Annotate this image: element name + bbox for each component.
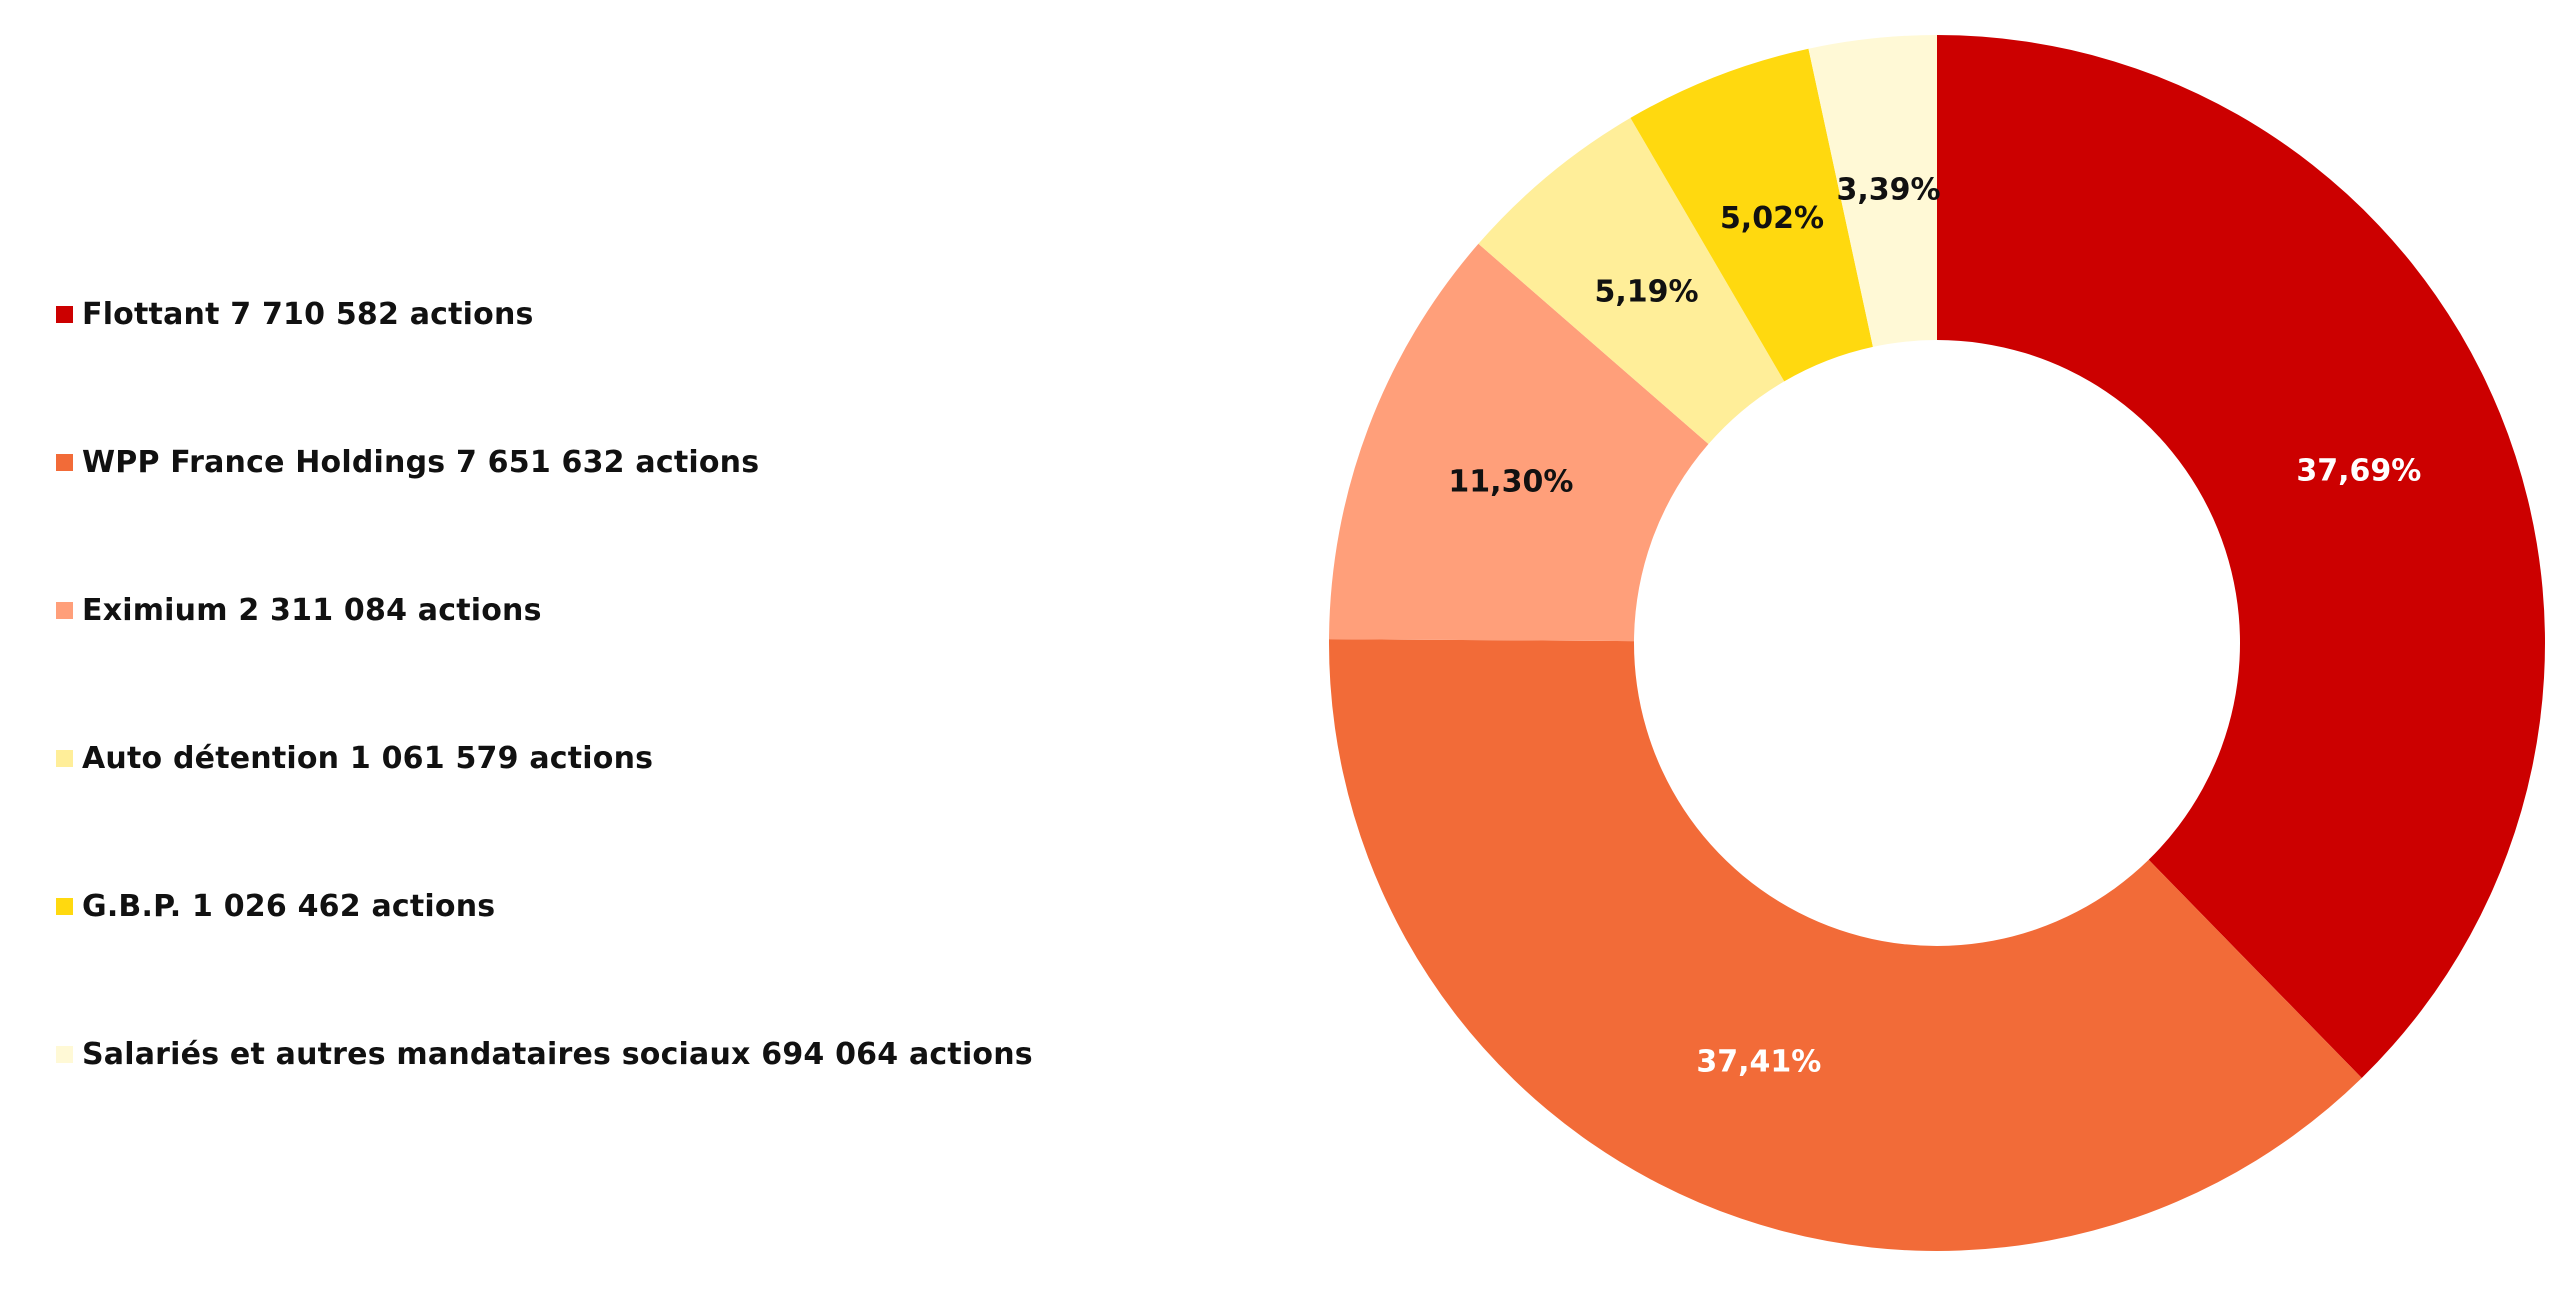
slice-percent-label: 11,30% xyxy=(1448,464,1573,499)
legend-item: G.B.P. 1 026 462 actions xyxy=(56,886,495,926)
legend-label: Eximium 2 311 084 actions xyxy=(82,592,542,628)
legend-item: Auto détention 1 061 579 actions xyxy=(56,738,653,778)
slice-percent-label: 3,39% xyxy=(1837,173,1941,208)
legend-item: Flottant 7 710 582 actions xyxy=(56,294,534,334)
legend-label: WPP France Holdings 7 651 632 actions xyxy=(82,444,760,480)
slice-percent-label: 37,41% xyxy=(1696,1045,1821,1080)
slice-percent-label: 5,19% xyxy=(1595,275,1699,310)
legend-item: WPP France Holdings 7 651 632 actions xyxy=(56,442,759,482)
donut-slice xyxy=(1808,35,1937,347)
legend-item: Salariés et autres mandataires sociaux 6… xyxy=(56,1034,1033,1074)
legend-swatch xyxy=(56,749,73,767)
legend-swatch xyxy=(56,897,73,915)
legend-item: Eximium 2 311 084 actions xyxy=(56,590,542,630)
legend-swatch xyxy=(56,1045,73,1063)
donut-slice xyxy=(1630,48,1873,382)
chart-legend: Flottant 7 710 582 actions WPP France Hol… xyxy=(56,0,1206,1289)
donut-slice xyxy=(1329,639,2362,1252)
donut-slice xyxy=(1937,35,2545,1079)
legend-swatch xyxy=(56,601,73,619)
legend-swatch xyxy=(56,305,73,323)
slice-percent-label: 5,02% xyxy=(1720,201,1824,236)
donut-slice xyxy=(1478,117,1785,445)
slice-percent-label: 37,69% xyxy=(2296,454,2421,489)
legend-label: Salariés et autres mandataires sociaux 6… xyxy=(82,1036,1033,1072)
donut-slice xyxy=(1329,243,1709,642)
legend-label: Flottant 7 710 582 actions xyxy=(82,296,534,332)
legend-swatch xyxy=(56,453,73,471)
legend-label: G.B.P. 1 026 462 actions xyxy=(82,888,496,924)
legend-label: Auto détention 1 061 579 actions xyxy=(82,740,654,776)
